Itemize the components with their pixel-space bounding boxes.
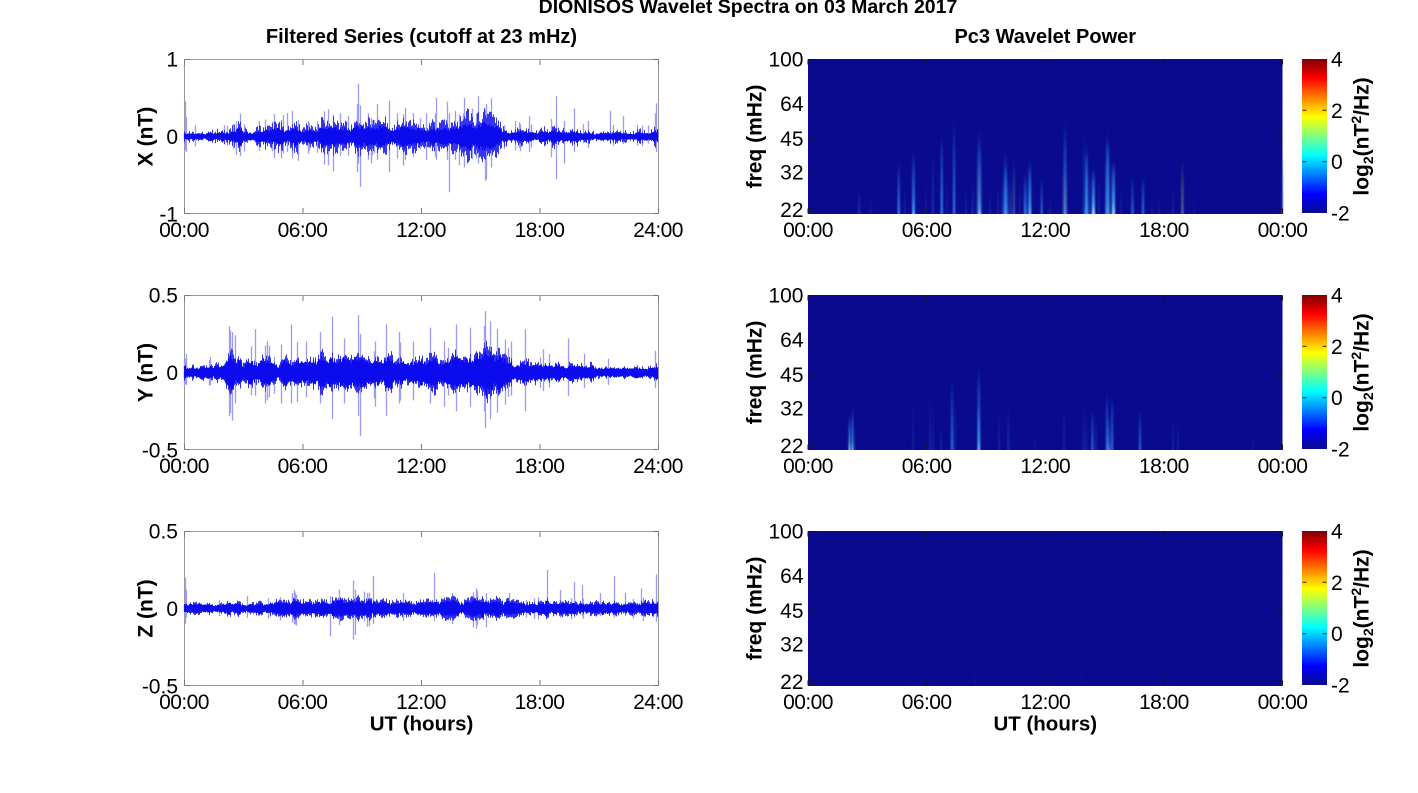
svg-text:freq (mHz): freq (mHz) bbox=[744, 557, 767, 661]
svg-text:18:00: 18:00 bbox=[515, 455, 565, 478]
svg-text:00:00: 00:00 bbox=[783, 219, 833, 242]
svg-text:Y (nT): Y (nT) bbox=[135, 343, 158, 402]
svg-text:freq (mHz): freq (mHz) bbox=[744, 85, 767, 189]
svg-text:-0.5: -0.5 bbox=[142, 676, 178, 699]
svg-text:45: 45 bbox=[780, 600, 803, 623]
svg-text:00:00: 00:00 bbox=[159, 219, 209, 242]
svg-text:32: 32 bbox=[780, 162, 803, 185]
svg-text:0: 0 bbox=[1331, 623, 1343, 646]
svg-text:1: 1 bbox=[166, 49, 178, 72]
svg-text:0: 0 bbox=[166, 598, 178, 621]
svg-text:18:00: 18:00 bbox=[515, 691, 565, 714]
svg-text:UT (hours): UT (hours) bbox=[993, 712, 1097, 735]
svg-text:Filtered Series (cutoff at 23: Filtered Series (cutoff at 23 mHz) bbox=[266, 26, 577, 48]
svg-text:45: 45 bbox=[780, 364, 803, 387]
svg-text:UT (hours): UT (hours) bbox=[370, 712, 474, 735]
svg-text:06:00: 06:00 bbox=[902, 219, 952, 242]
svg-text:log2(nT2/Hz): log2(nT2/Hz) bbox=[1348, 313, 1376, 431]
svg-text:00:00: 00:00 bbox=[159, 691, 209, 714]
svg-text:24:00: 24:00 bbox=[633, 455, 683, 478]
svg-text:X (nT): X (nT) bbox=[135, 107, 158, 166]
svg-text:12:00: 12:00 bbox=[1020, 691, 1070, 714]
svg-text:2: 2 bbox=[1331, 100, 1343, 123]
svg-text:45: 45 bbox=[780, 128, 803, 151]
svg-text:100: 100 bbox=[768, 521, 803, 544]
svg-text:12:00: 12:00 bbox=[1020, 219, 1070, 242]
svg-text:log2(nT2/Hz): log2(nT2/Hz) bbox=[1348, 549, 1376, 667]
svg-text:18:00: 18:00 bbox=[515, 219, 565, 242]
svg-text:0.5: 0.5 bbox=[149, 285, 178, 308]
svg-text:12:00: 12:00 bbox=[396, 455, 446, 478]
svg-text:log2(nT2/Hz): log2(nT2/Hz) bbox=[1348, 77, 1376, 195]
svg-text:-0.5: -0.5 bbox=[142, 440, 178, 463]
svg-text:00:00: 00:00 bbox=[1258, 691, 1308, 714]
svg-text:18:00: 18:00 bbox=[1139, 219, 1189, 242]
svg-text:DIONISOS Wavelet Spectra on 03: DIONISOS Wavelet Spectra on 03 March 201… bbox=[539, 0, 958, 18]
svg-text:00:00: 00:00 bbox=[159, 455, 209, 478]
svg-text:06:00: 06:00 bbox=[278, 219, 328, 242]
svg-text:24:00: 24:00 bbox=[633, 219, 683, 242]
svg-text:06:00: 06:00 bbox=[278, 691, 328, 714]
svg-text:24:00: 24:00 bbox=[633, 691, 683, 714]
svg-text:0: 0 bbox=[166, 126, 178, 149]
svg-text:32: 32 bbox=[780, 634, 803, 657]
svg-text:06:00: 06:00 bbox=[902, 455, 952, 478]
svg-text:0: 0 bbox=[166, 362, 178, 385]
svg-text:00:00: 00:00 bbox=[1258, 219, 1308, 242]
svg-text:12:00: 12:00 bbox=[1020, 455, 1070, 478]
svg-text:0.5: 0.5 bbox=[149, 521, 178, 544]
svg-text:100: 100 bbox=[768, 49, 803, 72]
svg-text:-2: -2 bbox=[1331, 675, 1350, 698]
svg-text:22: 22 bbox=[780, 671, 803, 694]
svg-text:-2: -2 bbox=[1331, 439, 1350, 462]
svg-text:12:00: 12:00 bbox=[396, 691, 446, 714]
svg-text:22: 22 bbox=[780, 199, 803, 222]
svg-text:Z (nT): Z (nT) bbox=[135, 579, 158, 637]
svg-text:0: 0 bbox=[1331, 387, 1343, 410]
svg-text:00:00: 00:00 bbox=[783, 691, 833, 714]
svg-text:64: 64 bbox=[780, 93, 804, 116]
svg-text:-2: -2 bbox=[1331, 203, 1350, 226]
svg-text:22: 22 bbox=[780, 435, 803, 458]
svg-text:4: 4 bbox=[1331, 49, 1343, 72]
svg-text:64: 64 bbox=[780, 329, 804, 352]
svg-text:06:00: 06:00 bbox=[278, 455, 328, 478]
svg-text:06:00: 06:00 bbox=[902, 691, 952, 714]
svg-text:-1: -1 bbox=[159, 204, 178, 227]
svg-text:18:00: 18:00 bbox=[1139, 691, 1189, 714]
svg-text:2: 2 bbox=[1331, 572, 1343, 595]
svg-text:4: 4 bbox=[1331, 285, 1343, 308]
svg-text:100: 100 bbox=[768, 285, 803, 308]
svg-text:Pc3 Wavelet Power: Pc3 Wavelet Power bbox=[954, 26, 1136, 48]
svg-text:freq (mHz): freq (mHz) bbox=[744, 321, 767, 425]
svg-text:12:00: 12:00 bbox=[396, 219, 446, 242]
svg-text:4: 4 bbox=[1331, 521, 1343, 544]
svg-text:00:00: 00:00 bbox=[1258, 455, 1308, 478]
svg-text:64: 64 bbox=[780, 565, 804, 588]
svg-text:00:00: 00:00 bbox=[783, 455, 833, 478]
svg-text:32: 32 bbox=[780, 398, 803, 421]
svg-text:18:00: 18:00 bbox=[1139, 455, 1189, 478]
svg-text:2: 2 bbox=[1331, 336, 1343, 359]
svg-text:0: 0 bbox=[1331, 151, 1343, 174]
